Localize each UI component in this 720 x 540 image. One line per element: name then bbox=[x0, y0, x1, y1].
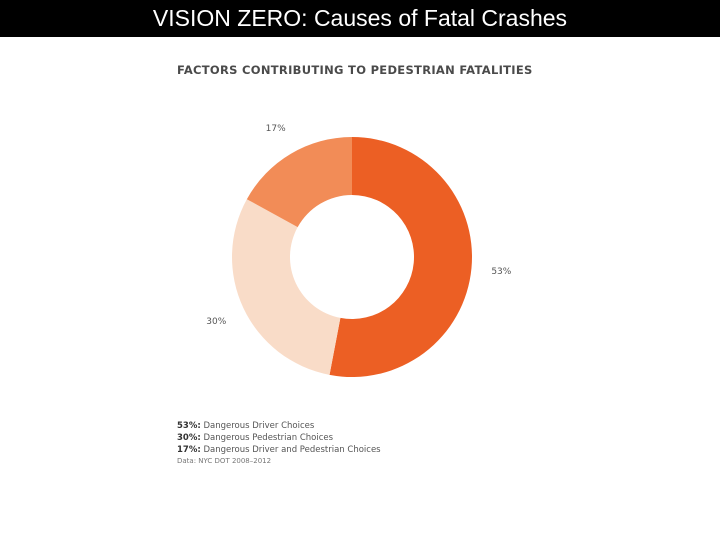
donut-slice bbox=[329, 137, 472, 377]
legend-percent: 53%: bbox=[177, 421, 201, 431]
chart-title: FACTORS CONTRIBUTING TO PEDESTRIAN FATAL… bbox=[177, 63, 533, 77]
legend-item: 30%: Dangerous Pedestrian Choices bbox=[177, 432, 381, 444]
legend-label: Dangerous Driver Choices bbox=[203, 421, 315, 431]
legend-percent: 30%: bbox=[177, 433, 201, 443]
slice-percent-label: 30% bbox=[206, 317, 226, 327]
slide-title: VISION ZERO: Causes of Fatal Crashes bbox=[152, 5, 568, 31]
donut-slice bbox=[232, 199, 341, 375]
slice-percent-label: 17% bbox=[266, 124, 286, 134]
legend-percent: 17%: bbox=[177, 445, 201, 455]
data-source-note: Data: NYC DOT 2008–2012 bbox=[177, 457, 272, 465]
legend-item: 17%: Dangerous Driver and Pedestrian Cho… bbox=[177, 444, 381, 456]
legend-label: Dangerous Driver and Pedestrian Choices bbox=[203, 445, 381, 455]
legend-item: 53%: Dangerous Driver Choices bbox=[177, 420, 381, 432]
legend-label: Dangerous Pedestrian Choices bbox=[203, 433, 334, 443]
slide-title-bar: VISION ZERO: Causes of Fatal Crashes bbox=[0, 0, 720, 37]
slice-percent-label: 53% bbox=[491, 267, 511, 277]
donut-slice bbox=[246, 137, 352, 228]
chart-legend: 53%: Dangerous Driver Choices 30%: Dange… bbox=[177, 420, 381, 466]
